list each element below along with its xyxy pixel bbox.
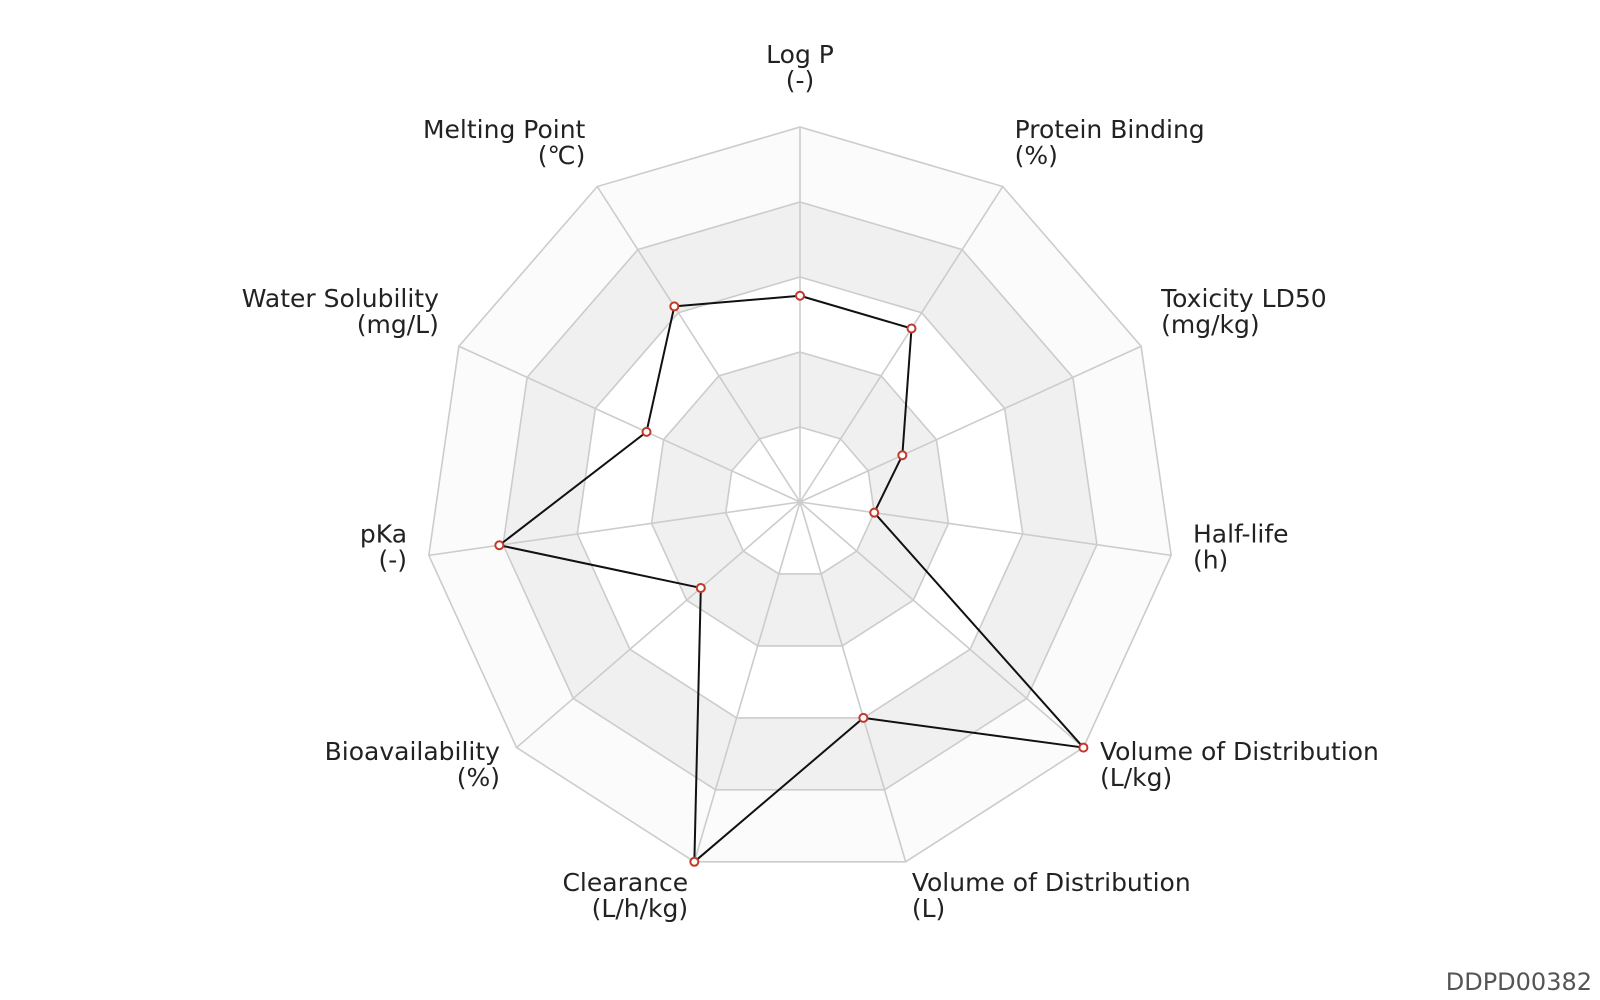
radar-series [494, 290, 1089, 867]
radar-spoke-6 [693, 501, 801, 863]
radar-point-5 [858, 712, 869, 723]
radar-spoke-2 [799, 345, 1142, 503]
axis-label-unit-1: (%) [1015, 141, 1058, 170]
radar-spoke-4 [799, 501, 1084, 749]
radar-grid-ring-1 [724, 426, 876, 575]
axis-label-name-3: Half-life [1193, 520, 1289, 549]
radar-point-1 [906, 323, 917, 334]
axis-label-unit-4: (L/kg) [1100, 763, 1172, 792]
radar-spoke-3 [799, 501, 1172, 557]
axis-label-unit-9: (mg/L) [357, 310, 439, 339]
axis-label-name-0: Log P [766, 40, 834, 69]
radar-spoke-7 [516, 501, 801, 749]
radar-grid-ring-4 [502, 201, 1098, 791]
radar-point-9 [641, 426, 652, 437]
radar-point-0 [795, 290, 805, 301]
axis-label-name-9: Water Solubility [242, 284, 439, 313]
radar-grid-ring-5 [427, 126, 1173, 863]
radar-point-8 [494, 540, 505, 551]
axis-label-name-2: Toxicity LD50 [1160, 284, 1327, 313]
radar-spoke-10 [596, 186, 801, 503]
axis-label-unit-3: (h) [1193, 546, 1228, 575]
radar-grid-ring-3 [576, 276, 1024, 719]
axis-label-name-6: Clearance [562, 868, 688, 897]
radar-series-line-0 [498, 294, 1085, 863]
radar-grid-ring-2 [650, 351, 950, 647]
axis-label-unit-10: (℃) [538, 141, 586, 170]
axis-label-name-4: Volume of Distribution [1100, 737, 1379, 766]
axis-label-name-10: Melting Point [423, 115, 586, 144]
radar-point-7 [695, 582, 706, 593]
radar-axis-labels: Log P(-)Protein Binding(%)Toxicity LD50(… [242, 40, 1379, 923]
radar-spoke-8 [428, 501, 801, 557]
radar-point-3 [869, 507, 880, 518]
axis-label-name-1: Protein Binding [1015, 115, 1205, 144]
axis-label-unit-0: (-) [786, 66, 815, 95]
radar-point-2 [897, 450, 908, 461]
axis-label-unit-7: (%) [457, 763, 500, 792]
axis-label-unit-8: (-) [379, 546, 408, 575]
axis-label-unit-5: (L) [912, 894, 945, 923]
axis-label-name-7: Bioavailability [325, 737, 501, 766]
radar-spoke-1 [799, 186, 1004, 503]
radar-point-6 [689, 856, 700, 867]
radar-spoke-5 [799, 501, 907, 863]
radar-spoke-9 [458, 345, 801, 503]
axis-label-unit-2: (mg/kg) [1161, 310, 1260, 339]
radar-point-10 [669, 301, 680, 312]
radar-point-4 [1078, 742, 1089, 753]
radar-grid [427, 126, 1173, 863]
radar-axes [428, 127, 1172, 863]
axis-label-name-5: Volume of Distribution [912, 868, 1191, 897]
axis-label-unit-6: (L/h/kg) [592, 894, 688, 923]
axis-label-name-8: pKa [360, 520, 407, 549]
watermark-id: DDPD00382 [1445, 968, 1592, 996]
